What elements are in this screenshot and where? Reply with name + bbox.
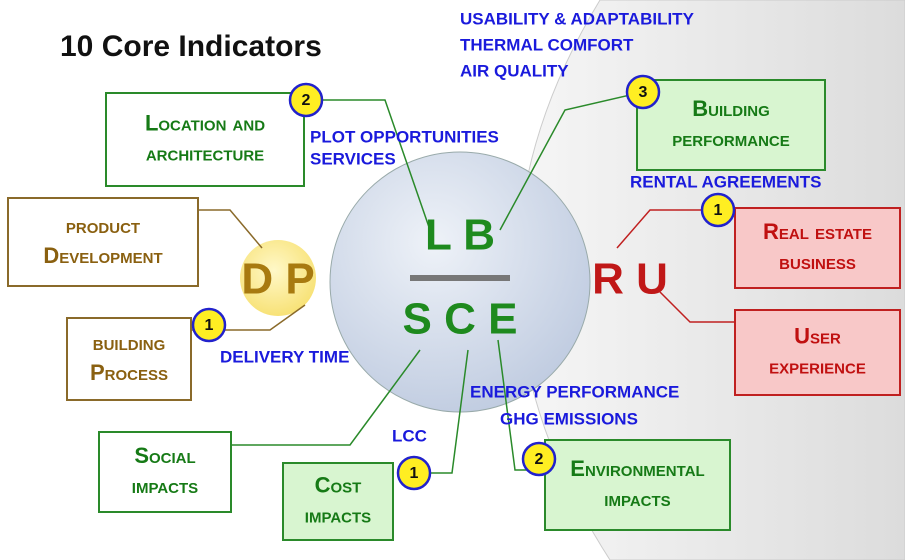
box-label: Cost xyxy=(315,472,362,497)
box-label: impacts xyxy=(604,486,670,511)
box-label: User xyxy=(794,323,841,348)
box-label: architecture xyxy=(146,140,264,165)
box-label: performance xyxy=(672,126,790,151)
indicator-note: SERVICES xyxy=(310,149,396,168)
connector xyxy=(616,209,718,249)
box-label: building xyxy=(93,330,166,355)
badge xyxy=(396,455,432,491)
indicator-note: AIR QUALITY xyxy=(460,61,569,80)
indicator-box xyxy=(282,462,394,541)
badge-number: 1 xyxy=(410,465,419,482)
connector xyxy=(231,349,421,446)
indicator-box xyxy=(734,207,901,289)
indicator-note: DELIVERY TIME xyxy=(220,347,349,366)
indicator-note: THERMAL COMFORT xyxy=(460,35,634,54)
indicator-box xyxy=(544,439,731,531)
center-bottom: S C E xyxy=(403,295,518,344)
badge-number: 2 xyxy=(535,451,544,468)
indicator-note: LCC xyxy=(392,426,427,445)
box-label: Real estate xyxy=(763,219,872,244)
divider xyxy=(410,275,510,281)
connector xyxy=(659,291,735,323)
badge xyxy=(521,441,557,477)
indicator-box xyxy=(66,317,192,401)
box-label: Building xyxy=(692,96,770,121)
dp-circle xyxy=(240,240,316,316)
badge xyxy=(191,307,227,343)
indicator-box xyxy=(98,431,232,513)
box-label: experience xyxy=(769,353,866,378)
badge-number: 1 xyxy=(714,202,723,219)
box-label: impacts xyxy=(305,502,371,527)
connector xyxy=(499,91,644,231)
indicator-box xyxy=(734,309,901,396)
badge-number: 3 xyxy=(639,84,648,101)
connectors xyxy=(191,91,735,474)
indicator-note: USABILITY & ADAPTABILITY xyxy=(460,9,695,28)
indicator-note: RENTAL AGREEMENTS xyxy=(630,172,821,191)
badge-number: 1 xyxy=(205,317,214,334)
center-circle xyxy=(329,151,591,413)
connector xyxy=(198,209,263,249)
indicator-note: PLOT OPPORTUNITIES xyxy=(310,127,499,146)
title: 10 Core Indicators xyxy=(60,30,322,63)
box-label: Social xyxy=(134,443,195,468)
box-label: product xyxy=(66,213,140,238)
box-label: Development xyxy=(43,243,162,268)
indicator-box xyxy=(636,79,826,171)
box-label: Environmental xyxy=(570,456,704,481)
badge-number: 2 xyxy=(302,92,311,109)
dp-letters: D P xyxy=(241,255,314,304)
indicator-note: ENERGY PERFORMANCE xyxy=(470,382,679,401)
indicator-box xyxy=(105,92,305,187)
indicator-box xyxy=(7,197,199,287)
box-label: business xyxy=(779,249,856,274)
box-label: impacts xyxy=(132,473,198,498)
box-label: Process xyxy=(90,360,168,385)
center-top: L B xyxy=(425,211,495,260)
ru-letters: R U xyxy=(592,255,668,304)
indicator-note: GHG EMISSIONS xyxy=(500,409,638,428)
box-label: Location and xyxy=(145,110,265,135)
badge xyxy=(288,82,324,118)
connector xyxy=(320,99,431,231)
badge xyxy=(625,74,661,110)
badge xyxy=(700,192,736,228)
